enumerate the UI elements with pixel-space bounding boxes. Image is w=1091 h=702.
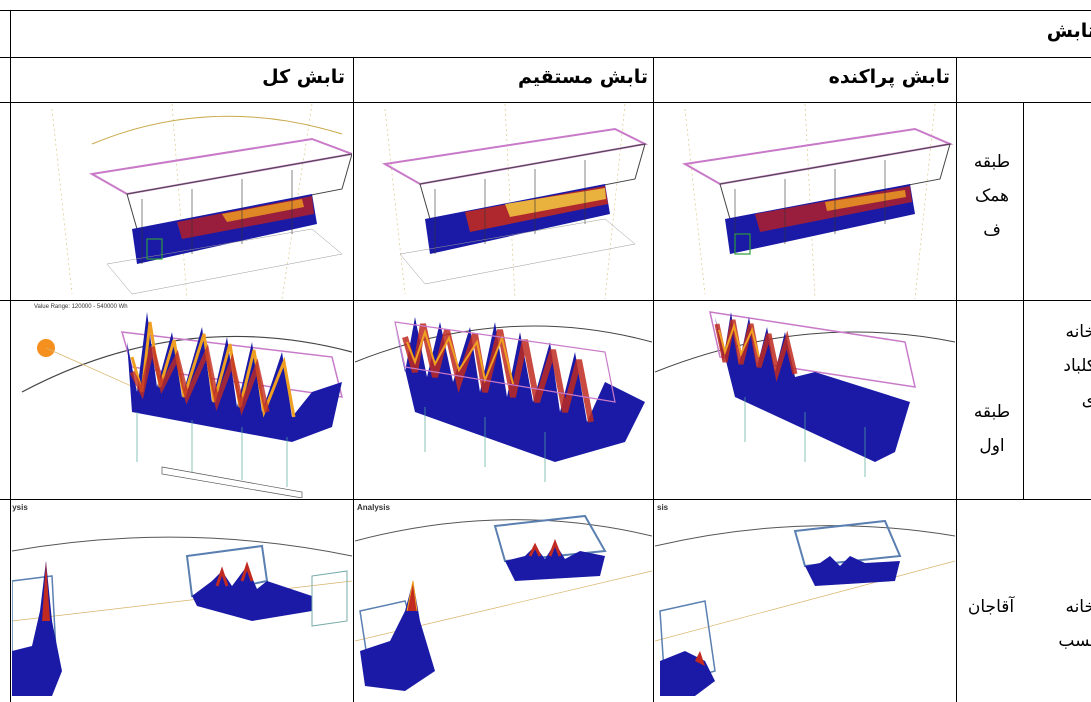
render-first-diffuse [655,302,955,498]
floor-ground-label: طبقه همک ف [973,152,1011,240]
render-first-direct [355,302,652,498]
column-header-total: تابش کل [262,66,345,88]
analysis-caption-1: lysis [12,503,28,512]
analysis-caption-3: sis [657,503,669,512]
render-ground-diffuse [655,104,955,299]
floor-first-label: طبقه اول [973,402,1011,456]
house-nasab-label: خانه نسب [1058,597,1091,651]
analysis-caption-2: Analysis [357,503,390,512]
value-range-caption: Value Range: 120000 - 540000 Wh [34,304,128,310]
render-ground-direct [355,104,652,299]
house-kalbadi-label: خانه کلباد ی [1063,322,1091,410]
render-aghajan-diffuse: sis [655,501,955,702]
table-title: تابش [1046,20,1091,42]
render-ground-total [12,104,352,299]
column-header-direct: تابش مستقیم [517,66,648,88]
render-aghajan-total: lysis [12,501,352,702]
floor-aghajan-label: آقاجان [967,597,1015,617]
column-header-diffuse: تابش پراکنده [828,66,950,88]
render-aghajan-direct: Analysis [355,501,652,702]
render-first-total: Value Range: 120000 - 540000 Wh [12,302,352,498]
